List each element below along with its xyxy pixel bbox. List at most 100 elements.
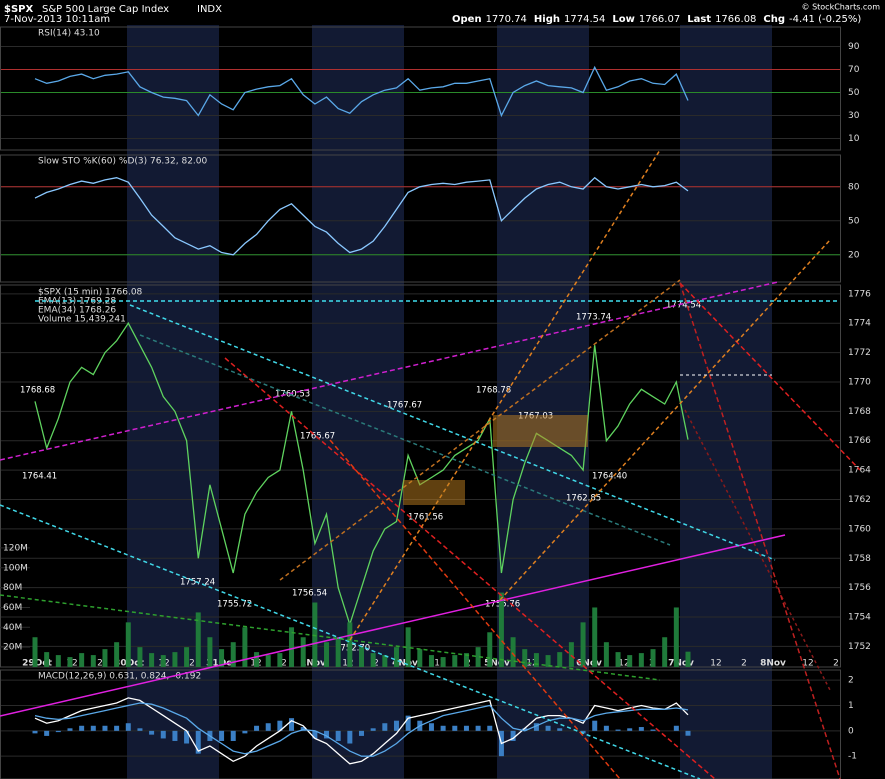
histogram-bar [277,720,283,731]
histogram-bar [592,720,598,731]
volume-bar [510,637,516,667]
volume-bar [615,652,621,667]
y-tick-label: 90 [848,42,860,52]
quote-label: Open [452,14,482,25]
y-tick-label: -1 [848,752,857,762]
histogram-bar [172,730,178,741]
histogram-bar [79,725,85,731]
volume-bar [382,655,388,667]
histogram-bar [382,723,388,731]
histogram-bar [195,730,201,754]
volume-bar [393,647,399,667]
histogram-bar [242,730,248,734]
y-tick-label: 1762 [848,495,871,505]
volume-bar [533,653,539,667]
volume-bar [627,655,633,667]
y-tick-label: 1752 [848,642,871,652]
y-tick-label: 1 [848,701,854,711]
volume-bar [638,653,644,667]
volume-bar [580,622,586,667]
histogram-bar [533,723,539,731]
histogram-bar [440,725,446,731]
price-annotation: 1752.70 [335,644,370,654]
volume-bar [545,655,551,667]
histogram-bar [370,728,376,731]
y-tick-label: 50 [848,88,860,98]
exchange: INDX [197,4,222,15]
volume-bar [125,622,131,667]
x-tick-label: 2 [189,659,195,669]
y-tick-label: 1754 [848,613,871,623]
volume-bar [195,612,201,667]
histogram-bar [463,725,469,731]
y-tick-label: 100M [3,563,28,573]
histogram-bar [335,730,341,741]
volume-bar [55,655,61,667]
histogram-bar [90,725,96,731]
volume-bar [230,642,236,667]
y-tick-label: 1766 [848,436,871,446]
quote-value: 1770.74 [486,14,527,25]
histogram-bar [452,725,458,731]
histogram-bar [487,725,493,731]
volume-bar [592,607,598,667]
histogram-bar [254,725,260,731]
price-annotation: 1768.78 [476,386,511,396]
y-tick-label: 120M [3,543,28,553]
histogram-bar [359,730,364,736]
volume-bar [452,655,458,667]
price-annotation: 1762.85 [566,494,601,504]
histogram-bar [393,720,399,731]
volume-bar [184,647,190,667]
x-tick-label: 2 [281,659,287,669]
histogram-bar [44,730,50,736]
histogram-bar [673,725,679,731]
histogram-bar [184,730,190,744]
y-tick-label: 1772 [848,348,871,358]
price-annotation: 1764.41 [22,472,57,482]
series-line [34,176,689,256]
volume-bar [335,637,341,667]
volume-bar [219,649,225,667]
histogram-bar [557,728,563,731]
histogram-bar [149,730,155,735]
histogram-bar [32,730,38,734]
volume-bar [428,655,434,667]
histogram-bar [405,715,411,731]
histogram-bar [522,728,528,731]
quote-value: 1766.07 [639,14,680,25]
quote-value: 1774.54 [564,14,605,25]
histogram-bar [347,730,353,744]
y-tick-label: 60M [3,603,22,613]
volume-bar [277,653,283,667]
volume-bar [172,652,178,667]
x-tick-label: 8Nov [760,659,786,669]
histogram-bar [125,723,131,731]
histogram-bar [289,718,295,731]
price-annotation: 1767.67 [387,401,422,411]
volume-bar [568,642,574,667]
volume-bar [67,657,73,667]
histogram-bar [55,730,61,733]
histogram-bar [475,725,481,731]
volume-bar [137,647,143,667]
histogram-bar [638,727,644,731]
x-tick-label: 2 [373,659,379,669]
legend-entry: $SPX (15 min) 1766.08 [38,288,143,298]
y-tick-label: 1758 [848,554,871,564]
y-tick-label: 30 [848,111,860,121]
histogram-bar [312,730,318,739]
volume-bar [557,652,563,667]
price-annotation: 1765.67 [300,432,335,442]
price-annotation: 1760.53 [275,390,310,400]
volume-bar [650,649,656,667]
price-annotation: 1755.72 [217,600,252,610]
quote-label: High [534,14,560,25]
histogram-bar [67,728,73,731]
volume-bar [160,655,166,667]
y-tick-label: 1774 [848,319,871,329]
volume-bar [359,647,364,667]
quote-label: Chg [763,14,785,25]
histogram-bar [428,723,434,731]
volume-bar [300,637,306,667]
